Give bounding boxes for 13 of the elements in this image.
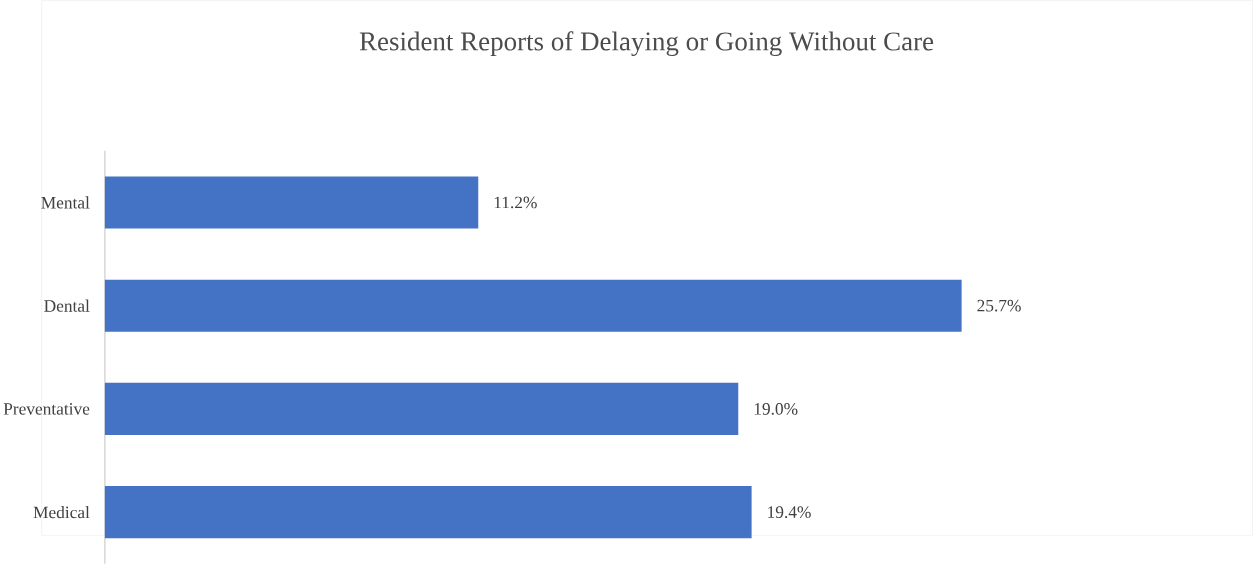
- bar: [104, 176, 479, 229]
- data-label: 11.2%: [494, 196, 537, 209]
- y-tick-label: Mental: [41, 196, 90, 209]
- chart-title: Resident Reports of Delaying or Going Without Care: [359, 31, 934, 56]
- bar: [104, 279, 962, 332]
- bar: [104, 382, 739, 435]
- y-tick-label: Medical: [33, 505, 90, 519]
- data-label: 19.4%: [768, 506, 811, 518]
- data-label: 19.0%: [754, 402, 798, 415]
- y-tick-label: Dental: [44, 299, 90, 312]
- y-tick-label: Preventative: [3, 402, 90, 415]
- bar: [104, 485, 752, 539]
- data-label: 25.7%: [977, 299, 1021, 312]
